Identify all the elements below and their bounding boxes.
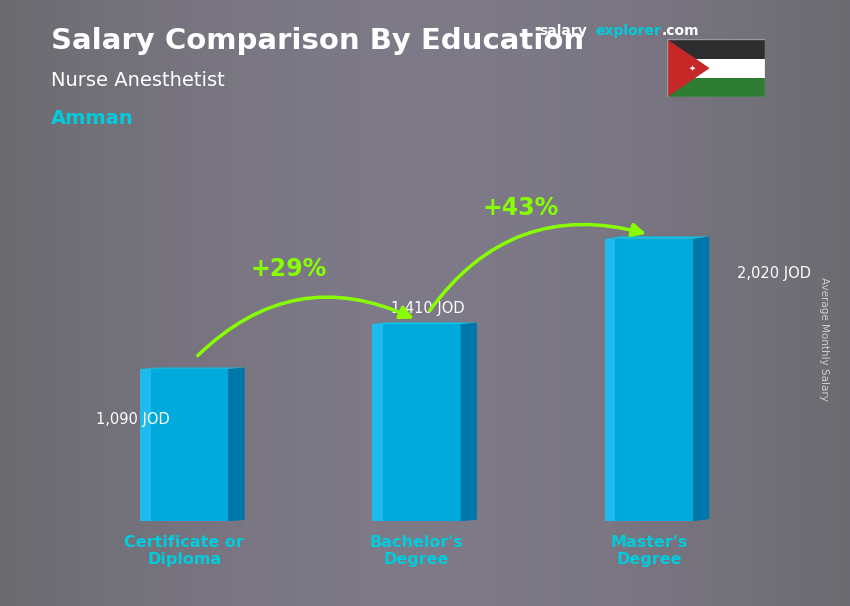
Bar	[667, 78, 765, 97]
Text: explorer: explorer	[595, 24, 661, 38]
Polygon shape	[461, 322, 477, 521]
Polygon shape	[604, 236, 709, 239]
Text: +29%: +29%	[251, 257, 327, 281]
Text: 2,020 JOD: 2,020 JOD	[737, 266, 811, 281]
Text: +43%: +43%	[483, 196, 559, 219]
Bar	[667, 39, 765, 59]
Bar	[604, 239, 615, 521]
Bar	[667, 59, 765, 78]
Bar	[604, 239, 693, 521]
Text: Nurse Anesthetist: Nurse Anesthetist	[51, 71, 224, 90]
Text: .com: .com	[661, 24, 699, 38]
Bar	[140, 368, 150, 521]
Bar	[140, 368, 229, 521]
Text: Amman: Amman	[51, 109, 133, 128]
Polygon shape	[667, 39, 710, 97]
Bar	[372, 324, 383, 521]
Bar	[372, 324, 461, 521]
Polygon shape	[229, 368, 245, 521]
Text: ✦: ✦	[688, 64, 695, 73]
Text: Salary Comparison By Education: Salary Comparison By Education	[51, 27, 584, 55]
Polygon shape	[693, 236, 709, 521]
Text: salary: salary	[540, 24, 587, 38]
Text: 1,410 JOD: 1,410 JOD	[391, 301, 465, 316]
Polygon shape	[372, 322, 477, 324]
Text: Average Monthly Salary: Average Monthly Salary	[819, 278, 829, 401]
Text: 1,090 JOD: 1,090 JOD	[96, 411, 170, 427]
